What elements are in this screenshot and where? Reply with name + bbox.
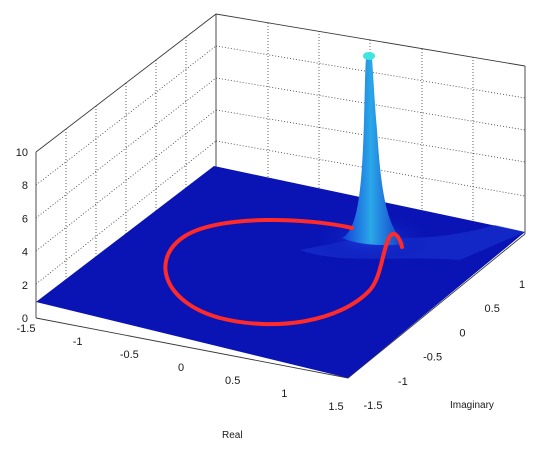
z-tick-label: 0 xyxy=(22,313,28,325)
x-tick-label: 1 xyxy=(281,388,287,400)
x-tick-label: -1 xyxy=(73,336,83,348)
y-tick-label: -0.5 xyxy=(423,352,442,364)
left-wall-grid xyxy=(35,37,217,297)
x-tick-label: -0.5 xyxy=(120,349,139,361)
y-tick-label: 0.5 xyxy=(485,303,500,315)
curve-layer xyxy=(163,218,404,327)
y-tick-label: -1.5 xyxy=(364,400,383,412)
unit-circle-curve xyxy=(163,218,404,327)
z-tick-label: 6 xyxy=(22,213,28,225)
pole-tip xyxy=(363,52,375,60)
y-axis-title: Imaginary xyxy=(450,400,494,411)
x-tick-label: 0.5 xyxy=(225,375,240,387)
x-axis-ticks: -1.5 -1 -0.5 0 0.5 1 1.5 xyxy=(17,323,344,413)
z-tick-label: 10 xyxy=(16,147,28,159)
surface-plane xyxy=(36,166,525,378)
z-tick-label: 8 xyxy=(22,180,28,192)
surface xyxy=(36,52,525,378)
x-tick-label: 0 xyxy=(178,362,184,374)
y-tick-label: -1 xyxy=(398,376,408,388)
pole-spike xyxy=(342,58,406,246)
y-axis-ticks: -1.5 -1 -0.5 0 0.5 1 xyxy=(364,279,526,412)
x-tick-label: -1.5 xyxy=(17,323,36,335)
x-axis-title: Real xyxy=(222,430,243,441)
x-tick-label: 1.5 xyxy=(328,401,343,413)
z-tick-label: 2 xyxy=(22,280,28,292)
box-top-edge xyxy=(35,13,526,153)
z-tick-label: 4 xyxy=(22,247,28,259)
z-axis-ticks: 0 2 4 6 8 10 xyxy=(16,147,28,325)
y-tick-label: 1 xyxy=(519,279,525,291)
y-tick-label: 0 xyxy=(459,327,465,339)
